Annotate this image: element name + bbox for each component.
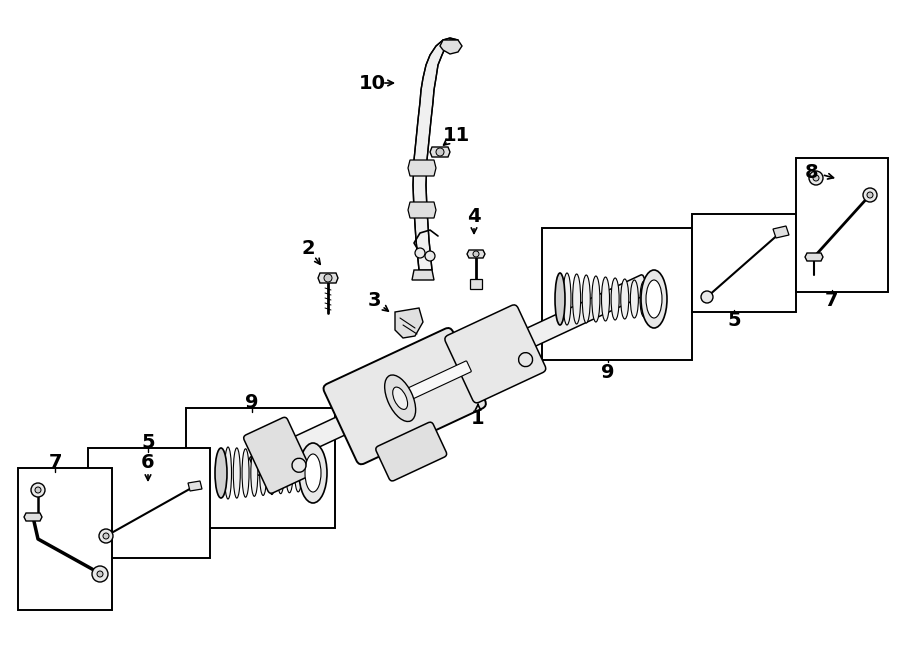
Polygon shape [408, 160, 436, 176]
Circle shape [99, 529, 113, 543]
Ellipse shape [611, 278, 619, 320]
Text: 5: 5 [727, 310, 741, 330]
Bar [796, 158, 888, 292]
Polygon shape [24, 513, 42, 521]
Circle shape [103, 533, 109, 539]
Polygon shape [318, 273, 338, 283]
Circle shape [415, 248, 425, 258]
Ellipse shape [259, 451, 266, 495]
Ellipse shape [621, 279, 629, 319]
Circle shape [867, 192, 873, 198]
Text: 5: 5 [141, 432, 155, 451]
Text: 6: 6 [141, 453, 155, 471]
Ellipse shape [268, 451, 275, 495]
Ellipse shape [640, 281, 648, 317]
Text: 3: 3 [367, 291, 381, 310]
Ellipse shape [646, 280, 662, 318]
Polygon shape [188, 481, 202, 491]
Circle shape [31, 483, 45, 497]
Polygon shape [470, 279, 482, 289]
Ellipse shape [299, 443, 327, 503]
Polygon shape [408, 202, 436, 218]
Ellipse shape [582, 275, 590, 323]
Ellipse shape [224, 447, 231, 499]
Polygon shape [773, 226, 789, 238]
Polygon shape [467, 250, 485, 258]
Ellipse shape [563, 273, 571, 325]
Polygon shape [412, 270, 434, 280]
Text: 9: 9 [246, 393, 259, 412]
Bar [692, 214, 796, 312]
Ellipse shape [251, 449, 257, 496]
Ellipse shape [572, 274, 580, 324]
Circle shape [701, 291, 713, 303]
Ellipse shape [277, 452, 284, 494]
FancyBboxPatch shape [445, 305, 545, 403]
Ellipse shape [555, 273, 565, 325]
Ellipse shape [384, 375, 416, 422]
Ellipse shape [601, 277, 609, 321]
Circle shape [473, 251, 479, 257]
Ellipse shape [641, 270, 667, 328]
Ellipse shape [592, 276, 600, 322]
Circle shape [436, 148, 444, 156]
Circle shape [813, 175, 819, 181]
FancyBboxPatch shape [244, 417, 312, 493]
FancyBboxPatch shape [376, 422, 446, 481]
Ellipse shape [303, 455, 310, 491]
Circle shape [425, 251, 435, 261]
Circle shape [518, 353, 533, 367]
Ellipse shape [286, 453, 292, 493]
Polygon shape [395, 308, 423, 338]
Circle shape [92, 566, 108, 582]
Bar [186, 408, 335, 528]
Text: 8: 8 [806, 162, 819, 181]
Circle shape [809, 171, 823, 185]
Text: 7: 7 [49, 453, 62, 471]
Bar [18, 468, 112, 610]
FancyBboxPatch shape [249, 275, 651, 475]
Circle shape [35, 487, 41, 493]
Circle shape [97, 571, 103, 577]
Text: 11: 11 [443, 126, 470, 144]
Ellipse shape [305, 454, 321, 492]
Text: 7: 7 [825, 291, 839, 310]
FancyBboxPatch shape [323, 328, 486, 464]
Bar [542, 228, 692, 360]
Circle shape [292, 458, 306, 472]
Polygon shape [805, 253, 823, 261]
Text: 1: 1 [472, 408, 485, 428]
Circle shape [324, 274, 332, 282]
Circle shape [863, 188, 877, 202]
Text: 2: 2 [302, 238, 315, 258]
Text: 10: 10 [358, 73, 385, 93]
Ellipse shape [242, 449, 249, 497]
Ellipse shape [294, 454, 302, 492]
Text: 4: 4 [467, 207, 481, 226]
Ellipse shape [630, 280, 638, 318]
Ellipse shape [233, 448, 240, 498]
Text: 9: 9 [601, 363, 615, 381]
Ellipse shape [215, 448, 227, 498]
Polygon shape [413, 38, 458, 270]
Ellipse shape [392, 387, 408, 409]
FancyBboxPatch shape [392, 361, 472, 406]
Polygon shape [430, 147, 450, 157]
Polygon shape [440, 40, 462, 54]
Bar [88, 448, 210, 558]
